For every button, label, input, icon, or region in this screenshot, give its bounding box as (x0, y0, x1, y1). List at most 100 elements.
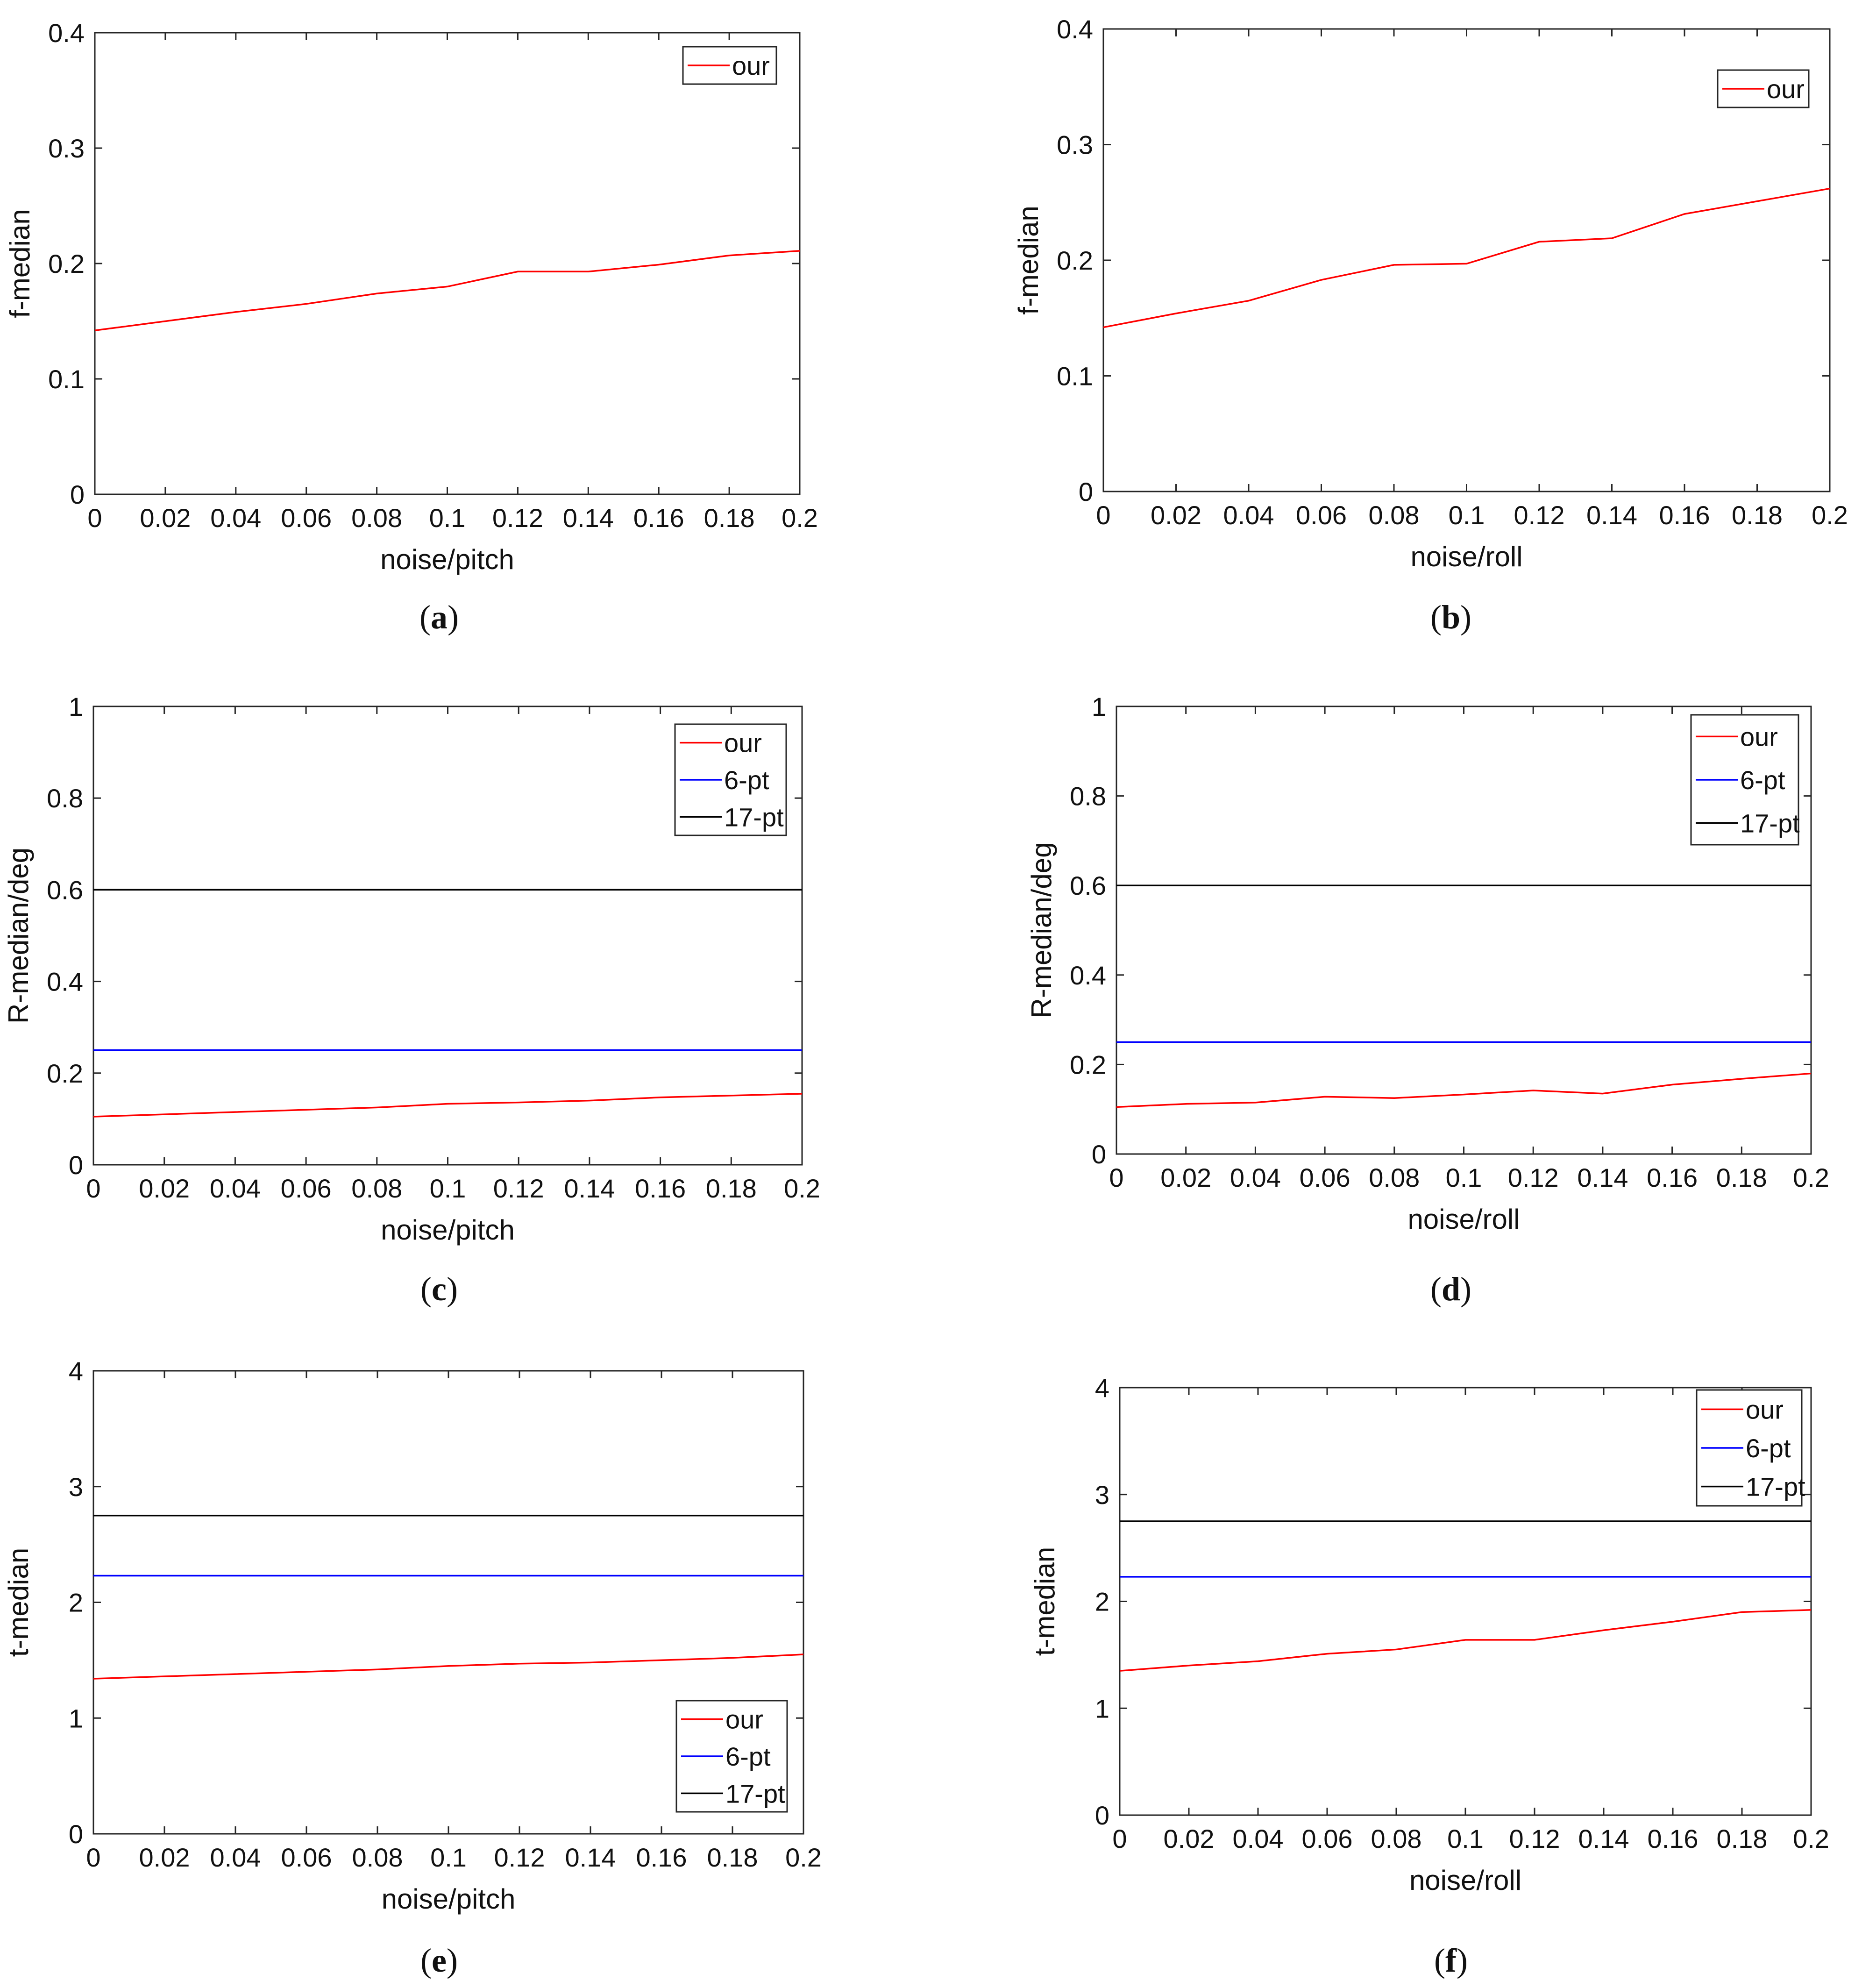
x-tick-label: 0.02 (1164, 1824, 1215, 1853)
x-tick-label: 0.1 (430, 1843, 467, 1872)
y-tick-label: 0.4 (1057, 14, 1093, 44)
plot-frame (1102, 28, 1831, 492)
y-axis-label: R-median/deg (1026, 842, 1057, 1019)
x-tick-label: 0 (1112, 1824, 1127, 1853)
legend-label-17-pt: 17-pt (1740, 809, 1800, 838)
legend-label-our: our (732, 51, 770, 80)
y-tick-label: 0 (1092, 1140, 1106, 1169)
legend-label-our: our (725, 1705, 763, 1734)
x-axis-label: noise/pitch (380, 544, 514, 575)
y-tick-label: 0.1 (1057, 362, 1093, 391)
x-tick-label: 0.14 (1577, 1163, 1628, 1192)
x-tick-label: 0.04 (1223, 500, 1274, 530)
x-tick-label: 0.18 (1732, 500, 1783, 530)
x-tick-label: 0.08 (1369, 1163, 1420, 1192)
legend-label-17-pt: 17-pt (725, 1779, 785, 1808)
y-tick-label: 4 (69, 1356, 83, 1386)
y-tick-label: 4 (1095, 1373, 1109, 1403)
x-tick-label: 0.2 (785, 1843, 822, 1872)
x-tick-label: 0 (87, 503, 102, 533)
x-tick-label: 0.06 (1300, 1163, 1350, 1192)
x-tick-label: 0.16 (1647, 1163, 1698, 1192)
legend-label-6-pt: 6-pt (725, 1742, 771, 1771)
x-tick-label: 0 (86, 1843, 100, 1872)
y-tick-label: 0.8 (47, 784, 83, 813)
x-tick-label: 0.16 (636, 1843, 687, 1872)
y-tick-label: 0.2 (48, 249, 85, 278)
y-tick-label: 0.3 (1057, 130, 1093, 160)
x-tick-label: 0.2 (1793, 1824, 1829, 1853)
y-tick-label: 0.8 (1070, 782, 1106, 811)
legend-label-our: our (1740, 722, 1778, 751)
panel-e: 0 0.02 0.04 0.06 0.08 0.1 0.12 0.14 0.16 0.18 0.2 0… (3, 1356, 822, 1979)
y-tick-label: 0.2 (1070, 1050, 1106, 1079)
x-axis-label: noise/roll (1409, 1865, 1521, 1896)
y-tick-label: 0.4 (48, 18, 85, 48)
x-tick-label: 0.1 (430, 1174, 466, 1203)
x-tick-label: 0.2 (782, 503, 818, 533)
x-axis-label: noise/roll (1407, 1204, 1520, 1235)
x-tick-label: 0.14 (1586, 500, 1637, 530)
y-tick-label: 0.6 (47, 875, 83, 905)
panel-caption: (c) (420, 1270, 458, 1308)
legend-label-our: our (1746, 1395, 1784, 1424)
legend-label-6-pt: 6-pt (1746, 1433, 1791, 1463)
y-tick-label: 2 (69, 1588, 83, 1617)
x-tick-label: 0.12 (1509, 1824, 1560, 1853)
y-axis-label: f-median (4, 209, 36, 318)
x-tick-label: 0.04 (210, 1174, 261, 1203)
x-tick-label: 0.06 (281, 1843, 332, 1872)
x-tick-label: 0.06 (1296, 500, 1347, 530)
x-tick-label: 0.1 (429, 503, 466, 533)
legend: our 6-pt 17-pt (1696, 1389, 1805, 1507)
y-tick-label: 0.4 (1070, 961, 1106, 990)
panel-caption: (a) (419, 599, 459, 636)
x-tick-label: 0.14 (563, 503, 614, 533)
x-tick-label: 0.18 (1717, 1824, 1768, 1853)
y-axis-label: R-median/deg (3, 848, 34, 1024)
x-tick-label: 0 (1096, 500, 1110, 530)
panel-b: 0 0.02 0.04 0.06 0.08 0.1 0.12 0.14 0.16 0.18 0.2 0… (1013, 14, 1848, 636)
x-tick-label: 0.12 (1514, 500, 1565, 530)
panel-d: 0 0.02 0.04 0.06 0.08 0.1 0.12 0.14 0.16 0.18 0.2 0… (1026, 692, 1829, 1308)
y-tick-label: 2 (1095, 1587, 1109, 1617)
legend-label-6-pt: 6-pt (1740, 765, 1785, 795)
y-tick-label: 0.3 (48, 134, 85, 163)
x-tick-label: 0.18 (1716, 1163, 1767, 1192)
y-tick-label: 0.6 (1070, 871, 1106, 900)
x-tick-label: 0.2 (1793, 1163, 1829, 1192)
legend-label-17-pt: 17-pt (1746, 1472, 1805, 1502)
x-axis-label: noise/pitch (382, 1883, 516, 1915)
y-tick-label: 1 (1095, 1694, 1109, 1723)
x-tick-label: 0.14 (564, 1174, 615, 1203)
x-tick-label: 0.18 (706, 1174, 757, 1203)
x-tick-label: 0.16 (1648, 1824, 1699, 1853)
x-tick-label: 0.1 (1449, 500, 1485, 530)
panel-caption: (d) (1430, 1270, 1471, 1308)
x-tick-label: 0.02 (1151, 500, 1201, 530)
x-tick-label: 0.08 (1369, 500, 1420, 530)
x-tick-label: 0.02 (139, 1174, 190, 1203)
x-tick-label: 0.08 (351, 1174, 402, 1203)
x-tick-label: 0.16 (1659, 500, 1710, 530)
plot-frame (94, 32, 801, 495)
y-tick-label: 1 (1092, 692, 1106, 721)
x-tick-label: 0.04 (210, 503, 261, 533)
x-tick-label: 0 (1109, 1163, 1123, 1192)
x-axis-label: noise/pitch (381, 1214, 515, 1246)
x-tick-label: 0.2 (784, 1174, 820, 1203)
legend-label-17-pt: 17-pt (724, 802, 784, 832)
x-tick-label: 0.12 (494, 1843, 545, 1872)
y-tick-label: 0 (70, 480, 85, 509)
y-tick-label: 0.2 (47, 1059, 83, 1088)
x-tick-label: 0.12 (492, 503, 543, 533)
x-tick-label: 0.02 (140, 503, 191, 533)
y-tick-label: 0 (1095, 1801, 1109, 1830)
x-tick-label: 0 (86, 1174, 100, 1203)
x-tick-label: 0.14 (1578, 1824, 1629, 1853)
legend: our (1717, 69, 1810, 108)
x-tick-label: 0.06 (281, 1174, 332, 1203)
y-tick-label: 0 (1079, 477, 1093, 506)
